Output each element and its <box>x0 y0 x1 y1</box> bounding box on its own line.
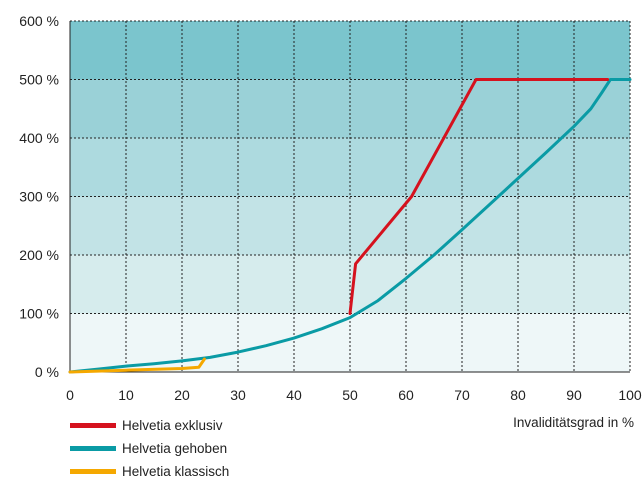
y-tick-label: 100 % <box>19 306 59 322</box>
x-tick-label: 40 <box>286 387 302 403</box>
x-tick-label: 80 <box>510 387 526 403</box>
legend-item-exklusiv: Helvetia exklusiv <box>70 414 229 437</box>
y-tick-label: 600 % <box>19 13 59 29</box>
legend-label-gehoben: Helvetia gehoben <box>122 441 228 456</box>
legend-item-gehoben: Helvetia gehoben <box>70 437 229 460</box>
x-tick-label: 50 <box>342 387 358 403</box>
series-line-exklusiv <box>348 78 610 315</box>
y-tick-label: 500 % <box>19 72 59 88</box>
series-line-gehoben <box>68 78 632 374</box>
series-line-klassisch <box>68 357 206 374</box>
y-tick-label: 400 % <box>19 130 59 146</box>
x-tick-label: 30 <box>230 387 246 403</box>
legend-item-klassisch: Helvetia klassisch <box>70 460 229 483</box>
x-axis-label: Invaliditätsgrad in % <box>513 415 634 430</box>
x-tick-label: 70 <box>454 387 470 403</box>
legend-label-exklusiv: Helvetia exklusiv <box>122 418 223 433</box>
legend-swatch-gehoben <box>70 446 116 451</box>
x-tick-label: 100 <box>618 387 642 403</box>
legend-label-klassisch: Helvetia klassisch <box>122 464 230 479</box>
legend-swatch-klassisch <box>70 469 116 474</box>
y-tick-label: 0 % <box>35 364 59 380</box>
x-tick-label: 0 <box>66 387 74 403</box>
x-tick-label: 10 <box>118 387 134 403</box>
legend: Helvetia exklusiv Helvetia gehoben Helve… <box>70 414 229 483</box>
x-tick-label: 60 <box>398 387 414 403</box>
y-tick-label: 300 % <box>19 189 59 205</box>
legend-swatch-exklusiv <box>70 423 116 428</box>
x-tick-label: 20 <box>174 387 190 403</box>
x-tick-label: 90 <box>566 387 582 403</box>
y-tick-label: 200 % <box>19 247 59 263</box>
